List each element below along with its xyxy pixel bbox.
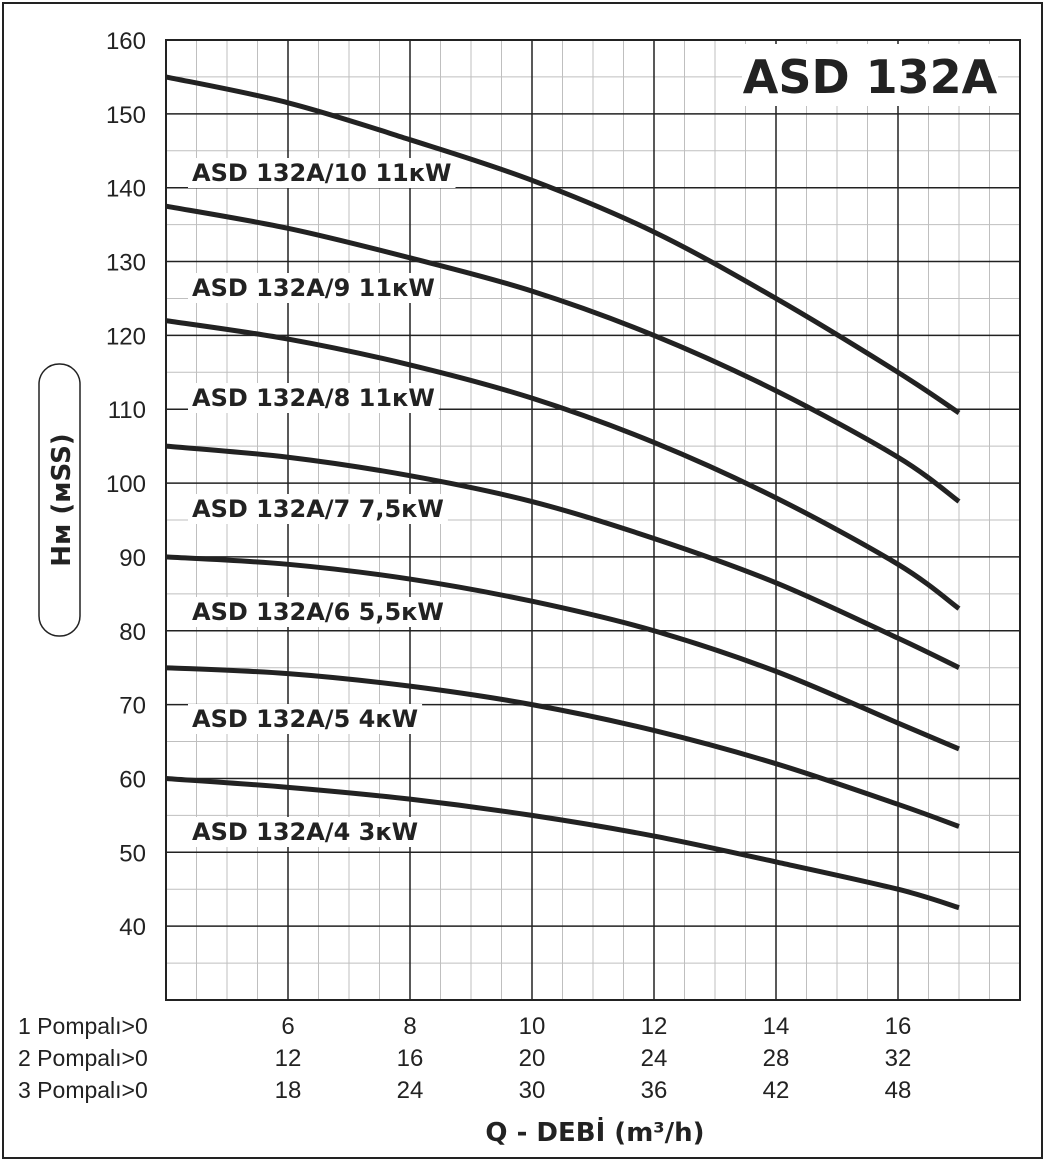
series-label: ASD 132A/4 3кW: [192, 818, 418, 846]
x-tick-label: 16: [397, 1045, 424, 1072]
series-label: ASD 132A/10 11кW: [192, 159, 452, 187]
x-tick-label: 6: [281, 1013, 294, 1040]
y-tick-label: 80: [119, 619, 146, 646]
series-labels: ASD 132A/10 11кW ASD 132A/9 11кW ASD 132A/…: [188, 158, 456, 847]
series-line: [165, 665, 960, 829]
plot-area-border: [165, 39, 1021, 1001]
series-label-background: [188, 158, 456, 188]
x-tick-label: 42: [763, 1077, 790, 1104]
series-label-background: [188, 273, 439, 303]
x-tick-label: 24: [641, 1045, 668, 1072]
x-tick-label: 30: [519, 1077, 546, 1104]
series-label: ASD 132A/9 11кW: [192, 274, 435, 302]
y-tick-label: 60: [119, 766, 146, 793]
x-axis-label: Q - DEBİ (m³/h): [485, 1116, 704, 1148]
x-tick-label: 12: [641, 1013, 668, 1040]
y-tick-label: 100: [106, 471, 146, 498]
y-tick-label: 130: [106, 250, 146, 277]
y-tick-label: 120: [106, 323, 146, 350]
x-tick-label: 24: [397, 1077, 424, 1104]
x-row-label: 2 Pompalı>0: [18, 1045, 148, 1071]
major-gridlines: [166, 40, 1020, 1000]
y-axis-label: Hм (мSS): [47, 433, 77, 566]
series-line: [165, 443, 961, 670]
series-line: [165, 318, 961, 611]
x-tick-label: 28: [763, 1045, 790, 1072]
series-line: [165, 775, 960, 911]
y-tick-label: 40: [119, 914, 146, 941]
y-tick-label: 140: [106, 176, 146, 203]
series-line: [165, 74, 961, 416]
x-tick-label: 18: [275, 1077, 302, 1104]
x-tick-label: 32: [885, 1045, 912, 1072]
series-line: [165, 554, 960, 752]
y-tick-label: 160: [106, 28, 146, 55]
y-tick-label: 90: [119, 545, 146, 572]
series-label-background: [188, 494, 448, 524]
x-row-label: 3 Pompalı>0: [18, 1077, 148, 1103]
series-lines: [165, 74, 961, 911]
x-axis-rows: 1 Pompalı>0 6 8 10 12 14 16 2 Pompalı>0 12 16 20 24…: [18, 1013, 911, 1104]
series-line: [165, 203, 961, 504]
x-tick-label: 20: [519, 1045, 546, 1072]
y-tick-labels: 160 150 140 130 120 110 100 90 80 70 60 50 40: [106, 28, 146, 941]
x-tick-label: 10: [519, 1013, 546, 1040]
y-tick-label: 70: [119, 693, 146, 720]
series-label: ASD 132A/7 7,5кW: [192, 495, 444, 523]
series-label: ASD 132A/5 4кW: [192, 705, 418, 733]
y-tick-label: 50: [119, 840, 146, 867]
x-row-label: 1 Pompalı>0: [18, 1013, 148, 1039]
x-tick-label: 12: [275, 1045, 302, 1072]
chart-title-background: [742, 44, 998, 106]
series-label-background: [188, 383, 439, 413]
x-tick-label: 36: [641, 1077, 668, 1104]
series-label: ASD 132A/8 11кW: [192, 384, 435, 412]
series-label-background: [188, 704, 423, 734]
series-label-background: [188, 597, 448, 627]
x-tick-label: 48: [885, 1077, 912, 1104]
y-tick-label: 150: [106, 102, 146, 129]
series-label-background: [188, 817, 423, 847]
y-axis-label-box: [38, 363, 81, 637]
x-tick-label: 14: [763, 1013, 790, 1040]
chart-title: ASD 132A: [743, 50, 998, 104]
y-tick-label: 110: [108, 397, 146, 424]
x-tick-label: 16: [885, 1013, 912, 1040]
series-label: ASD 132A/6 5,5кW: [192, 598, 444, 626]
x-tick-label: 8: [403, 1013, 416, 1040]
